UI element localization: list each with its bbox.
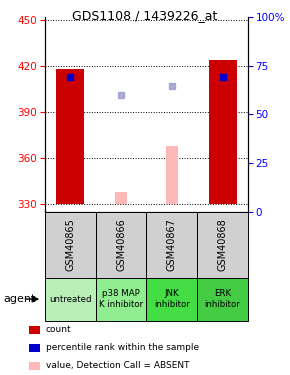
Bar [56,69,84,204]
Text: GDS1108 / 1439226_at: GDS1108 / 1439226_at [72,9,218,22]
Text: ERK
inhibitor: ERK inhibitor [205,290,240,309]
Text: value, Detection Call = ABSENT: value, Detection Call = ABSENT [46,361,189,370]
Text: GSM40868: GSM40868 [218,218,228,271]
Text: GSM40866: GSM40866 [116,218,126,271]
Text: count: count [46,325,71,334]
Text: p38 MAP
K inhibitor: p38 MAP K inhibitor [99,290,143,309]
Text: GSM40867: GSM40867 [167,218,177,271]
Text: percentile rank within the sample: percentile rank within the sample [46,343,199,352]
Text: GSM40865: GSM40865 [65,218,75,271]
Text: agent: agent [3,294,35,304]
Text: untreated: untreated [49,295,92,304]
Bar [209,60,237,204]
Text: JNK
inhibitor: JNK inhibitor [154,290,190,309]
Bar [166,146,178,204]
Bar [115,192,127,204]
